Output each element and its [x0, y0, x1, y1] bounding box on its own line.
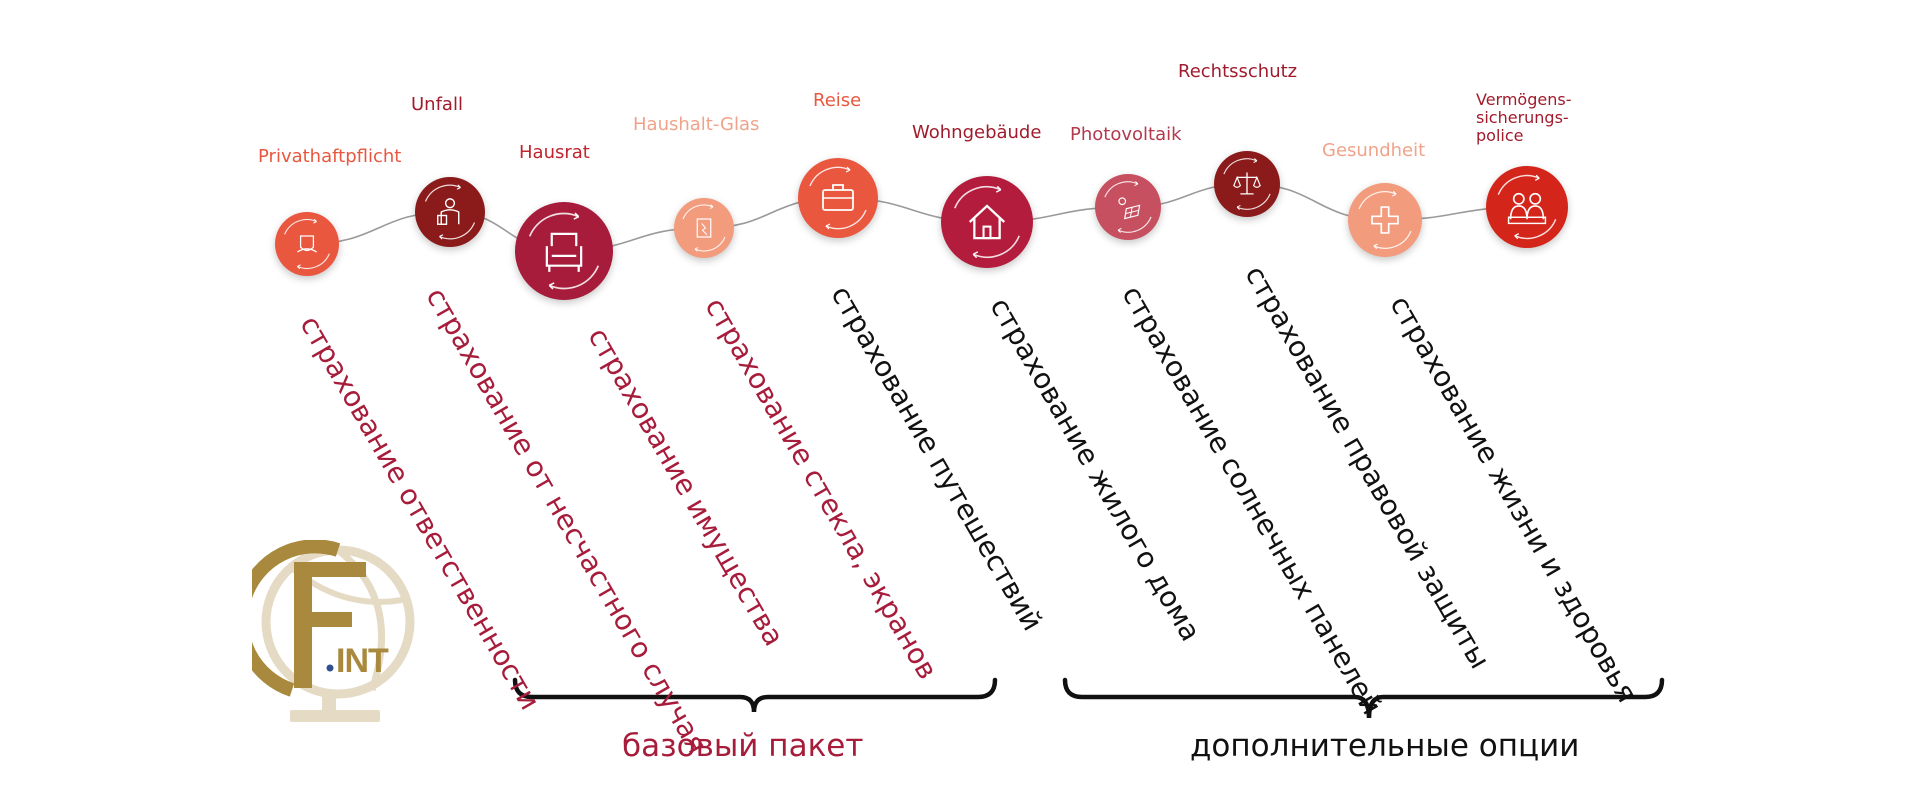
item-node-1 [415, 177, 485, 247]
item-title-8: Gesundheit [1322, 140, 1426, 161]
basic-package-label: базовый пакет [622, 728, 864, 764]
family-icon [1497, 174, 1557, 240]
item-node-7 [1214, 151, 1280, 217]
item-node-2 [515, 202, 613, 300]
broken-glass-icon [682, 204, 726, 252]
item-title-6: Photovoltaik [1070, 124, 1182, 145]
item-title-4: Reise [813, 90, 862, 111]
item-node-3 [674, 198, 734, 258]
item-node-4 [798, 158, 878, 238]
item-title-7: Rechtsschutz [1178, 61, 1298, 82]
item-title-3: Haushalt-Glas [633, 114, 760, 135]
item-title-1: Unfall [411, 94, 463, 115]
scales-icon [1223, 158, 1271, 210]
accident-icon [424, 184, 476, 240]
liability-icon [284, 218, 330, 270]
item-node-5 [941, 176, 1033, 268]
item-node-6 [1095, 174, 1161, 240]
medical-cross-icon [1358, 190, 1412, 250]
item-node-0 [275, 212, 339, 276]
item-title-2: Hausrat [519, 142, 590, 163]
globe-logo-icon [234, 539, 415, 722]
item-title-5: Wohngebäude [912, 122, 1042, 143]
solar-panel-icon [1104, 181, 1152, 233]
item-title-0: Privathaftpflicht [258, 146, 402, 167]
item-node-9 [1486, 166, 1568, 248]
house-icon [954, 185, 1020, 259]
logo-text: INT [336, 642, 389, 680]
basic-package-brace [512, 677, 998, 713]
suitcase-icon [809, 166, 867, 230]
extra-options-brace [1062, 677, 1665, 719]
company-logo: INT [234, 539, 432, 740]
extra-options-label: дополнительные опции [1190, 728, 1580, 764]
item-node-8 [1348, 183, 1422, 257]
armchair-icon [528, 212, 600, 290]
item-title-9: Vermögens- sicherungs- police [1476, 90, 1572, 145]
